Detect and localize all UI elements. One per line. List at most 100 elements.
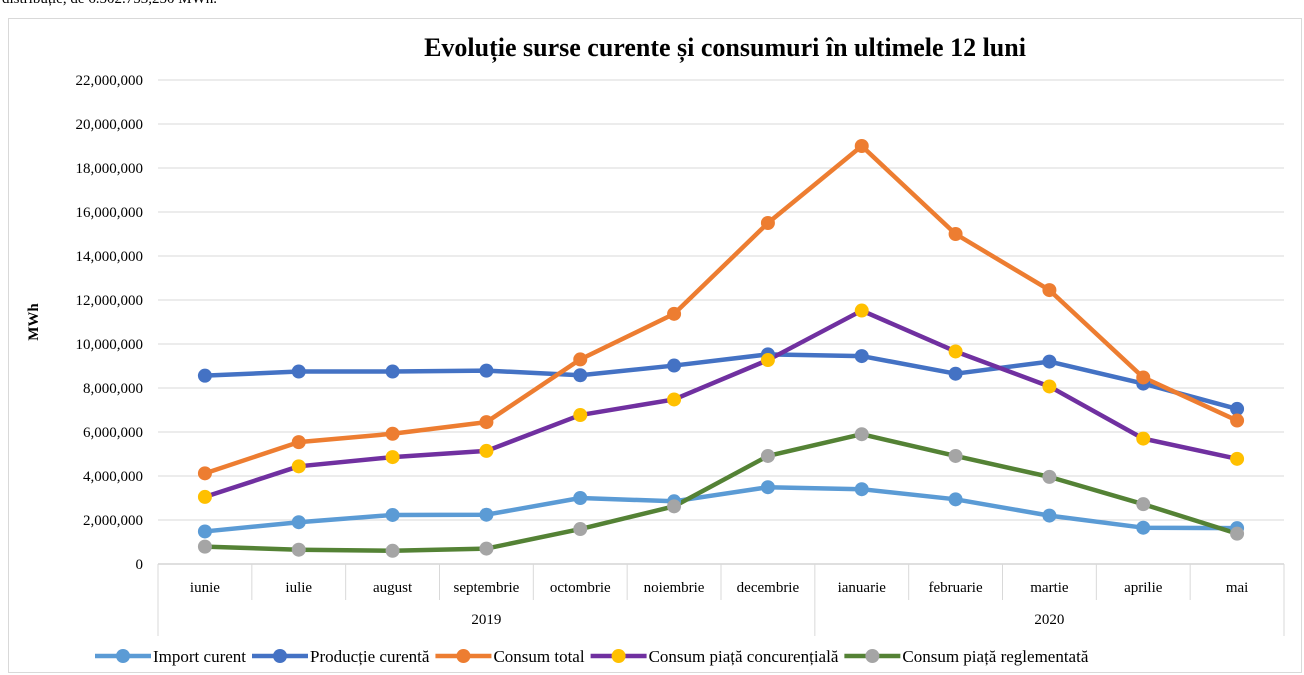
data-point: [1230, 451, 1245, 466]
data-point: [573, 408, 588, 423]
x-tick-label: decembrie: [737, 580, 800, 596]
legend-label: Import curent: [153, 647, 246, 666]
data-point: [385, 426, 400, 441]
chart-title: Evoluție surse curente și consumuri în u…: [424, 33, 1026, 63]
gridlines: [158, 79, 1284, 565]
x-axis: iunie iulie august septembrie octombrie noiem…: [157, 564, 1285, 636]
data-point: [385, 543, 400, 558]
series-line: [202, 352, 1240, 412]
data-point: [1230, 413, 1245, 428]
legend-swatch-marker: [456, 649, 471, 663]
series-line: [202, 484, 1240, 534]
y-tick-label: 10,000,000: [76, 337, 144, 353]
data-point: [1042, 354, 1057, 369]
y-tick-label: 22,000,000: [76, 73, 144, 89]
data-point: [854, 349, 869, 364]
y-tick-label: 8,000,000: [83, 381, 143, 397]
series-line: [202, 143, 1240, 476]
x-group-label: 2020: [1034, 612, 1064, 628]
data-point: [291, 435, 306, 450]
x-tick-label: octombrie: [550, 580, 611, 596]
y-tick-label: 16,000,000: [76, 205, 144, 221]
data-point: [1042, 283, 1057, 298]
data-point: [948, 366, 963, 381]
legend: Import curent Producție curentă Consum tot…: [95, 647, 1089, 666]
data-point: [760, 353, 775, 368]
data-point: [479, 415, 494, 430]
data-point: [197, 466, 212, 481]
data-point: [197, 539, 212, 554]
data-point: [385, 364, 400, 379]
data-point: [385, 507, 400, 522]
data-point: [667, 358, 682, 373]
data-point: [479, 507, 494, 522]
legend-label: Consum piață reglementată: [902, 647, 1088, 666]
data-point: [760, 216, 775, 230]
y-tick-label: 20,000,000: [76, 117, 144, 133]
y-tick-label: 6,000,000: [83, 425, 143, 441]
y-axis-ticks: 0 2,000,000 4,000,000 6,000,000 8,000,000 10,…: [76, 73, 144, 573]
chart-frame: [8, 18, 1302, 673]
data-point: [1136, 370, 1151, 385]
data-point: [854, 482, 869, 497]
data-point: [760, 448, 775, 463]
y-tick-label: 2,000,000: [83, 513, 143, 529]
data-point: [1042, 508, 1057, 523]
data-point: [1136, 431, 1151, 446]
x-tick-label: mai: [1226, 580, 1249, 596]
data-point: [291, 515, 306, 530]
data-point: [854, 139, 869, 153]
y-tick-label: 0: [136, 557, 144, 573]
x-tick-label: februarie: [929, 580, 983, 596]
data-point: [573, 352, 588, 367]
x-group-label: 2019: [471, 612, 501, 628]
y-axis-label: MWh: [26, 303, 42, 341]
data-point: [667, 392, 682, 407]
data-point: [667, 306, 682, 321]
x-tick-label: iulie: [285, 580, 312, 596]
data-point: [291, 459, 306, 474]
x-tick-label: septembrie: [454, 580, 520, 596]
x-tick-label: aprilie: [1124, 580, 1163, 596]
data-point: [948, 344, 963, 359]
legend-swatch-marker: [116, 649, 130, 663]
data-point: [760, 480, 775, 495]
y-tick-label: 18,000,000: [76, 161, 144, 177]
x-tick-label: martie: [1030, 580, 1069, 596]
series-line: [202, 431, 1240, 554]
y-tick-label: 14,000,000: [76, 249, 144, 265]
data-point: [1042, 469, 1057, 484]
data-point: [291, 542, 306, 557]
data-point: [1230, 401, 1245, 416]
series-line: [202, 308, 1240, 500]
data-point: [948, 227, 963, 241]
data-point: [479, 541, 494, 556]
data-point: [479, 363, 494, 378]
legend-swatch-marker: [611, 649, 626, 663]
legend-label: Consum total: [493, 647, 584, 666]
legend-label: Producție curentă: [310, 647, 430, 666]
series-markers: [197, 139, 1245, 558]
data-point: [291, 364, 306, 379]
legend-swatch-marker: [273, 649, 287, 663]
data-point: [197, 368, 212, 383]
data-point: [948, 492, 963, 507]
y-tick-label: 12,000,000: [76, 293, 144, 309]
data-point: [197, 524, 212, 539]
data-point: [197, 489, 212, 504]
data-point: [385, 450, 400, 465]
data-point: [1136, 520, 1151, 535]
data-point: [1230, 526, 1245, 541]
x-tick-label: iunie: [190, 580, 220, 596]
data-point: [573, 368, 588, 383]
x-tick-label: ianuarie: [838, 580, 887, 596]
data-point: [854, 303, 869, 318]
data-point: [667, 499, 682, 514]
data-point: [573, 522, 588, 537]
x-tick-label: noiembrie: [644, 580, 705, 596]
series-lines: [202, 143, 1240, 554]
intro-text-fragment: distribuție, de 6.502.753,250 MWh.: [2, 0, 217, 8]
data-point: [573, 491, 588, 505]
x-tick-label: august: [373, 580, 413, 596]
